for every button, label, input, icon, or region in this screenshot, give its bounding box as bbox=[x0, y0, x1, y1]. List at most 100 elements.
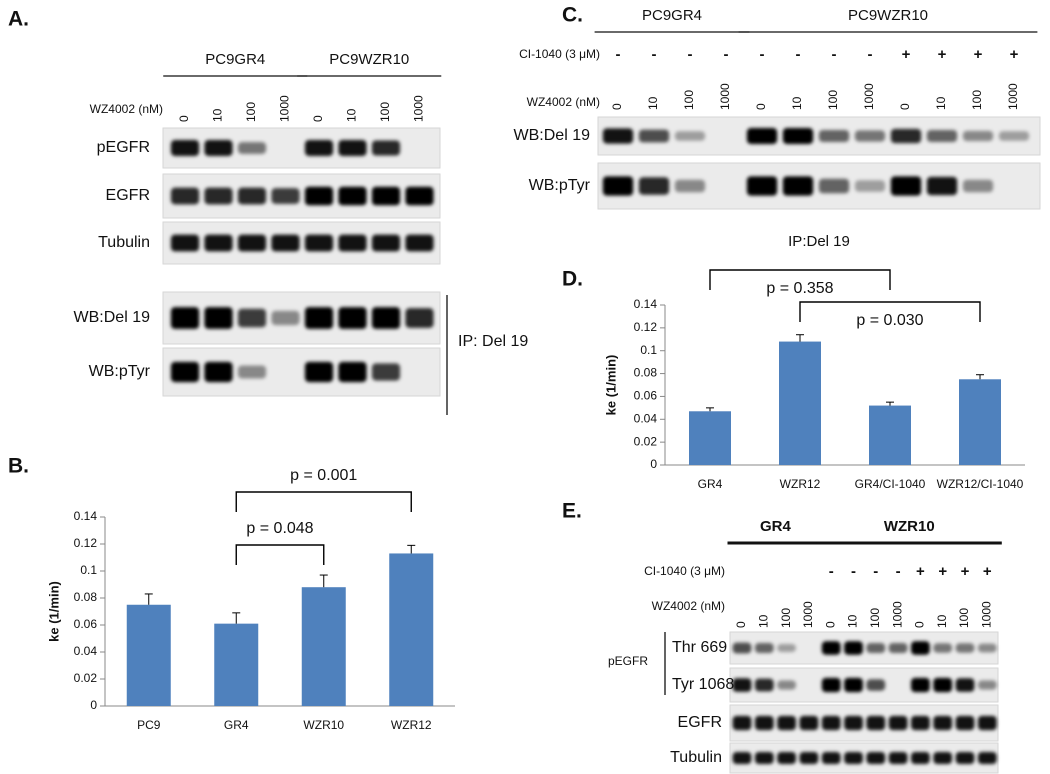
blot-band bbox=[338, 186, 367, 206]
panel-label: A. bbox=[8, 8, 29, 31]
blot-band bbox=[821, 715, 841, 731]
blot-band bbox=[799, 752, 819, 764]
treatment-sign: + bbox=[983, 563, 992, 580]
blot-band bbox=[777, 715, 796, 731]
group-label: GR4 bbox=[760, 518, 792, 535]
blot-band bbox=[371, 307, 401, 329]
blot-band bbox=[732, 642, 752, 654]
x-tick-label: PC9 bbox=[137, 718, 161, 732]
error-bar bbox=[706, 407, 714, 412]
blot-band bbox=[204, 140, 233, 156]
blot-band bbox=[338, 140, 367, 156]
blot-band bbox=[674, 131, 706, 141]
panel-label: D. bbox=[562, 268, 583, 291]
y-axis-label: ke (1/min) bbox=[46, 581, 61, 642]
dose-label: 100 bbox=[868, 608, 882, 628]
dose-label: 100 bbox=[957, 608, 971, 628]
bar bbox=[389, 553, 434, 706]
blot-band bbox=[890, 128, 922, 144]
blot-band bbox=[746, 176, 778, 196]
blot-band bbox=[204, 234, 233, 252]
treatment-sign: - bbox=[868, 46, 873, 63]
y-tick-label: 0.12 bbox=[634, 320, 658, 334]
treatment-sign: - bbox=[616, 46, 621, 63]
blot-band bbox=[338, 361, 367, 383]
p-value: p = 0.001 bbox=[290, 467, 357, 484]
blot-band bbox=[170, 140, 200, 156]
blot-band bbox=[890, 176, 922, 196]
dose-label: 100 bbox=[682, 90, 696, 110]
y-tick-label: 0.08 bbox=[634, 366, 658, 380]
row-group-label: pEGFR bbox=[608, 654, 648, 668]
group-label: PC9GR4 bbox=[205, 51, 265, 68]
y-tick-label: 0.12 bbox=[74, 536, 98, 550]
dose-label: 0 bbox=[823, 621, 837, 628]
dose-label: 10 bbox=[935, 614, 949, 628]
y-tick-label: 0.14 bbox=[634, 297, 658, 311]
dose-label: 1000 bbox=[278, 95, 292, 122]
blot-band bbox=[977, 680, 997, 690]
blot-band bbox=[926, 176, 958, 196]
treatment-sign: + bbox=[1010, 46, 1019, 63]
dose-label: 1000 bbox=[718, 83, 732, 110]
dose-label: 100 bbox=[779, 608, 793, 628]
blot-band bbox=[782, 176, 814, 196]
p-value: p = 0.030 bbox=[856, 312, 923, 329]
blot-band bbox=[854, 180, 886, 192]
blot-band bbox=[962, 130, 994, 142]
dose-label: 0 bbox=[913, 621, 927, 628]
dose-title: WZ4002 (nM) bbox=[527, 95, 600, 109]
dose-label: 10 bbox=[846, 614, 860, 628]
blot-band bbox=[170, 187, 200, 205]
x-tick-label: WZR10 bbox=[303, 718, 344, 732]
dose-label: 10 bbox=[646, 96, 660, 110]
y-tick-label: 0.06 bbox=[634, 389, 658, 403]
ip-label: IP:Del 19 bbox=[788, 233, 850, 250]
blot-band bbox=[204, 361, 233, 383]
dose-label: 1000 bbox=[1006, 83, 1020, 110]
blot-band bbox=[844, 641, 863, 655]
blot-band bbox=[371, 186, 401, 206]
blot-band bbox=[911, 677, 930, 693]
x-tick-label: GR4 bbox=[698, 477, 723, 491]
y-tick-label: 0.04 bbox=[74, 644, 98, 658]
blot-band bbox=[304, 307, 334, 329]
blot-band bbox=[926, 130, 958, 142]
panel-label: C. bbox=[562, 4, 583, 27]
blot-band bbox=[237, 142, 267, 154]
blot-band bbox=[866, 752, 886, 764]
treatment-sign: + bbox=[974, 46, 983, 63]
y-tick-label: 0.14 bbox=[74, 509, 98, 523]
blot-band bbox=[371, 140, 401, 156]
blot-band bbox=[170, 234, 200, 252]
blot-band bbox=[933, 677, 953, 693]
dose-label: 1000 bbox=[801, 601, 815, 628]
blot-band bbox=[602, 128, 634, 144]
blot-band bbox=[271, 234, 300, 252]
treatment-sign: + bbox=[961, 563, 970, 580]
treatment-sign: - bbox=[829, 563, 834, 580]
ip-label: IP: Del 19 bbox=[458, 333, 528, 350]
row-label: pEGFR bbox=[97, 139, 150, 156]
dose-label: 0 bbox=[898, 103, 912, 110]
blot-band bbox=[638, 129, 670, 143]
blot-strip bbox=[729, 742, 999, 774]
blot-band bbox=[933, 752, 953, 764]
row-label: WB:pTyr bbox=[89, 363, 151, 380]
blot-band bbox=[338, 307, 367, 329]
row-label: WB:Del 19 bbox=[74, 309, 151, 326]
blot-band bbox=[405, 186, 434, 206]
blot-band bbox=[818, 130, 850, 142]
bar bbox=[301, 587, 346, 706]
blot-band bbox=[955, 643, 975, 653]
bar bbox=[779, 341, 821, 465]
blot-strip bbox=[729, 704, 999, 742]
blot-band bbox=[674, 179, 706, 193]
blot-band bbox=[754, 752, 774, 764]
blot-band bbox=[638, 177, 670, 195]
blot-band bbox=[237, 234, 267, 252]
blot-band bbox=[962, 179, 994, 193]
group-label: PC9GR4 bbox=[642, 7, 702, 24]
dose-label: 100 bbox=[378, 102, 392, 122]
row-label: EGFR bbox=[678, 714, 722, 731]
